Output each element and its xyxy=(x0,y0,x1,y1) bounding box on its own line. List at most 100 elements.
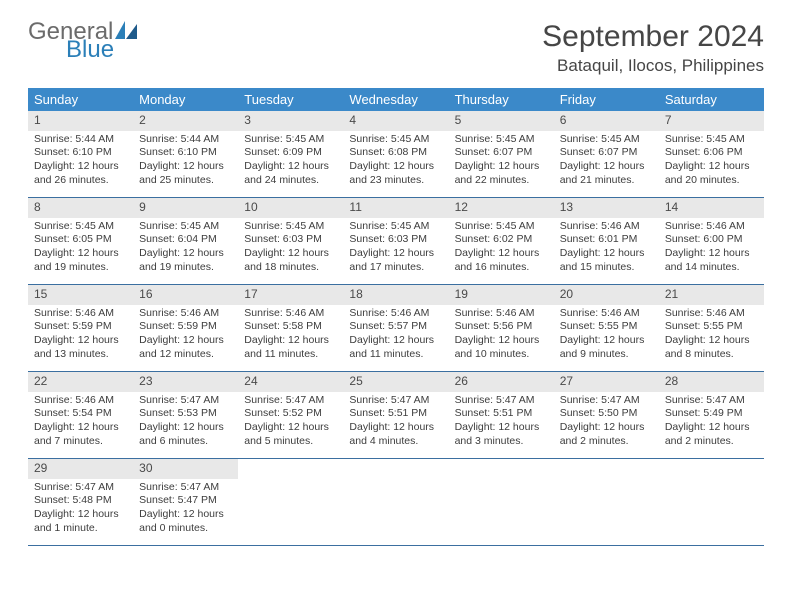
sunrise-line: Sunrise: 5:45 AM xyxy=(244,220,337,234)
day-cell: 28Sunrise: 5:47 AMSunset: 5:49 PMDayligh… xyxy=(659,372,764,458)
day-header: Friday xyxy=(554,88,659,111)
day-cell: 13Sunrise: 5:46 AMSunset: 6:01 PMDayligh… xyxy=(554,198,659,284)
day-cell: 26Sunrise: 5:47 AMSunset: 5:51 PMDayligh… xyxy=(449,372,554,458)
sunrise-line: Sunrise: 5:45 AM xyxy=(139,220,232,234)
day-number: 6 xyxy=(554,111,659,131)
sunrise-line: Sunrise: 5:46 AM xyxy=(665,220,758,234)
day-cell: 11Sunrise: 5:45 AMSunset: 6:03 PMDayligh… xyxy=(343,198,448,284)
daylight-line: Daylight: 12 hours and 6 minutes. xyxy=(139,421,232,448)
day-cell: 7Sunrise: 5:45 AMSunset: 6:06 PMDaylight… xyxy=(659,111,764,197)
title-block: September 2024 Bataquil, Ilocos, Philipp… xyxy=(542,20,764,76)
sunrise-line: Sunrise: 5:47 AM xyxy=(455,394,548,408)
sunrise-line: Sunrise: 5:44 AM xyxy=(34,133,127,147)
day-content: Sunrise: 5:45 AMSunset: 6:03 PMDaylight:… xyxy=(343,220,448,279)
sunrise-line: Sunrise: 5:45 AM xyxy=(665,133,758,147)
sunset-line: Sunset: 5:59 PM xyxy=(34,320,127,334)
day-cell: 12Sunrise: 5:45 AMSunset: 6:02 PMDayligh… xyxy=(449,198,554,284)
sunset-line: Sunset: 6:06 PM xyxy=(665,146,758,160)
day-number: 24 xyxy=(238,372,343,392)
day-cell: 2Sunrise: 5:44 AMSunset: 6:10 PMDaylight… xyxy=(133,111,238,197)
sunrise-line: Sunrise: 5:47 AM xyxy=(139,481,232,495)
day-number: 27 xyxy=(554,372,659,392)
sunrise-line: Sunrise: 5:47 AM xyxy=(34,481,127,495)
sunrise-line: Sunrise: 5:46 AM xyxy=(139,307,232,321)
sunset-line: Sunset: 6:09 PM xyxy=(244,146,337,160)
sunset-line: Sunset: 5:52 PM xyxy=(244,407,337,421)
sunset-line: Sunset: 6:00 PM xyxy=(665,233,758,247)
day-cell: 14Sunrise: 5:46 AMSunset: 6:00 PMDayligh… xyxy=(659,198,764,284)
sunset-line: Sunset: 6:05 PM xyxy=(34,233,127,247)
sunset-line: Sunset: 5:54 PM xyxy=(34,407,127,421)
day-content: Sunrise: 5:47 AMSunset: 5:50 PMDaylight:… xyxy=(554,394,659,453)
day-cell: 23Sunrise: 5:47 AMSunset: 5:53 PMDayligh… xyxy=(133,372,238,458)
day-number: 30 xyxy=(133,459,238,479)
daylight-line: Daylight: 12 hours and 26 minutes. xyxy=(34,160,127,187)
sunset-line: Sunset: 5:57 PM xyxy=(349,320,442,334)
day-content: Sunrise: 5:45 AMSunset: 6:02 PMDaylight:… xyxy=(449,220,554,279)
day-content: Sunrise: 5:46 AMSunset: 5:59 PMDaylight:… xyxy=(28,307,133,366)
daylight-line: Daylight: 12 hours and 7 minutes. xyxy=(34,421,127,448)
day-header: Monday xyxy=(133,88,238,111)
daylight-line: Daylight: 12 hours and 2 minutes. xyxy=(560,421,653,448)
sunrise-line: Sunrise: 5:44 AM xyxy=(139,133,232,147)
day-cell: 18Sunrise: 5:46 AMSunset: 5:57 PMDayligh… xyxy=(343,285,448,371)
day-cell: .. xyxy=(238,459,343,545)
day-cell: 9Sunrise: 5:45 AMSunset: 6:04 PMDaylight… xyxy=(133,198,238,284)
day-content: Sunrise: 5:46 AMSunset: 5:57 PMDaylight:… xyxy=(343,307,448,366)
day-header-row: SundayMondayTuesdayWednesdayThursdayFrid… xyxy=(28,88,764,111)
day-number: 7 xyxy=(659,111,764,131)
daylight-line: Daylight: 12 hours and 20 minutes. xyxy=(665,160,758,187)
daylight-line: Daylight: 12 hours and 15 minutes. xyxy=(560,247,653,274)
day-content: Sunrise: 5:45 AMSunset: 6:09 PMDaylight:… xyxy=(238,133,343,192)
sunrise-line: Sunrise: 5:47 AM xyxy=(139,394,232,408)
day-number: 9 xyxy=(133,198,238,218)
day-number: 11 xyxy=(343,198,448,218)
header: General Blue September 2024 Bataquil, Il… xyxy=(28,20,764,76)
sunrise-line: Sunrise: 5:45 AM xyxy=(455,133,548,147)
daylight-line: Daylight: 12 hours and 1 minute. xyxy=(34,508,127,535)
day-content: Sunrise: 5:45 AMSunset: 6:05 PMDaylight:… xyxy=(28,220,133,279)
sunset-line: Sunset: 5:51 PM xyxy=(455,407,548,421)
day-number: 29 xyxy=(28,459,133,479)
sunrise-line: Sunrise: 5:46 AM xyxy=(560,307,653,321)
week-row: 22Sunrise: 5:46 AMSunset: 5:54 PMDayligh… xyxy=(28,372,764,459)
daylight-line: Daylight: 12 hours and 3 minutes. xyxy=(455,421,548,448)
daylight-line: Daylight: 12 hours and 2 minutes. xyxy=(665,421,758,448)
calendar: SundayMondayTuesdayWednesdayThursdayFrid… xyxy=(28,88,764,546)
day-cell: 4Sunrise: 5:45 AMSunset: 6:08 PMDaylight… xyxy=(343,111,448,197)
day-content: Sunrise: 5:47 AMSunset: 5:48 PMDaylight:… xyxy=(28,481,133,540)
day-content: Sunrise: 5:47 AMSunset: 5:52 PMDaylight:… xyxy=(238,394,343,453)
week-row: 1Sunrise: 5:44 AMSunset: 6:10 PMDaylight… xyxy=(28,111,764,198)
day-cell: 24Sunrise: 5:47 AMSunset: 5:52 PMDayligh… xyxy=(238,372,343,458)
daylight-line: Daylight: 12 hours and 17 minutes. xyxy=(349,247,442,274)
month-title: September 2024 xyxy=(542,20,764,54)
sunrise-line: Sunrise: 5:45 AM xyxy=(560,133,653,147)
day-number: 1 xyxy=(28,111,133,131)
sunset-line: Sunset: 6:10 PM xyxy=(34,146,127,160)
day-cell: 25Sunrise: 5:47 AMSunset: 5:51 PMDayligh… xyxy=(343,372,448,458)
sunset-line: Sunset: 6:03 PM xyxy=(244,233,337,247)
sunrise-line: Sunrise: 5:46 AM xyxy=(665,307,758,321)
day-number: 17 xyxy=(238,285,343,305)
day-number: 3 xyxy=(238,111,343,131)
day-number: 15 xyxy=(28,285,133,305)
daylight-line: Daylight: 12 hours and 14 minutes. xyxy=(665,247,758,274)
sunset-line: Sunset: 6:07 PM xyxy=(455,146,548,160)
day-cell: 19Sunrise: 5:46 AMSunset: 5:56 PMDayligh… xyxy=(449,285,554,371)
day-content: Sunrise: 5:46 AMSunset: 5:56 PMDaylight:… xyxy=(449,307,554,366)
day-content: Sunrise: 5:46 AMSunset: 5:58 PMDaylight:… xyxy=(238,307,343,366)
day-header: Sunday xyxy=(28,88,133,111)
day-content: Sunrise: 5:44 AMSunset: 6:10 PMDaylight:… xyxy=(28,133,133,192)
sunrise-line: Sunrise: 5:47 AM xyxy=(349,394,442,408)
sunset-line: Sunset: 6:01 PM xyxy=(560,233,653,247)
sunset-line: Sunset: 5:56 PM xyxy=(455,320,548,334)
day-content: Sunrise: 5:45 AMSunset: 6:06 PMDaylight:… xyxy=(659,133,764,192)
sunrise-line: Sunrise: 5:46 AM xyxy=(455,307,548,321)
sunset-line: Sunset: 6:03 PM xyxy=(349,233,442,247)
day-number: 10 xyxy=(238,198,343,218)
sunset-line: Sunset: 5:53 PM xyxy=(139,407,232,421)
sunrise-line: Sunrise: 5:45 AM xyxy=(244,133,337,147)
daylight-line: Daylight: 12 hours and 13 minutes. xyxy=(34,334,127,361)
sunset-line: Sunset: 5:58 PM xyxy=(244,320,337,334)
day-cell: 27Sunrise: 5:47 AMSunset: 5:50 PMDayligh… xyxy=(554,372,659,458)
